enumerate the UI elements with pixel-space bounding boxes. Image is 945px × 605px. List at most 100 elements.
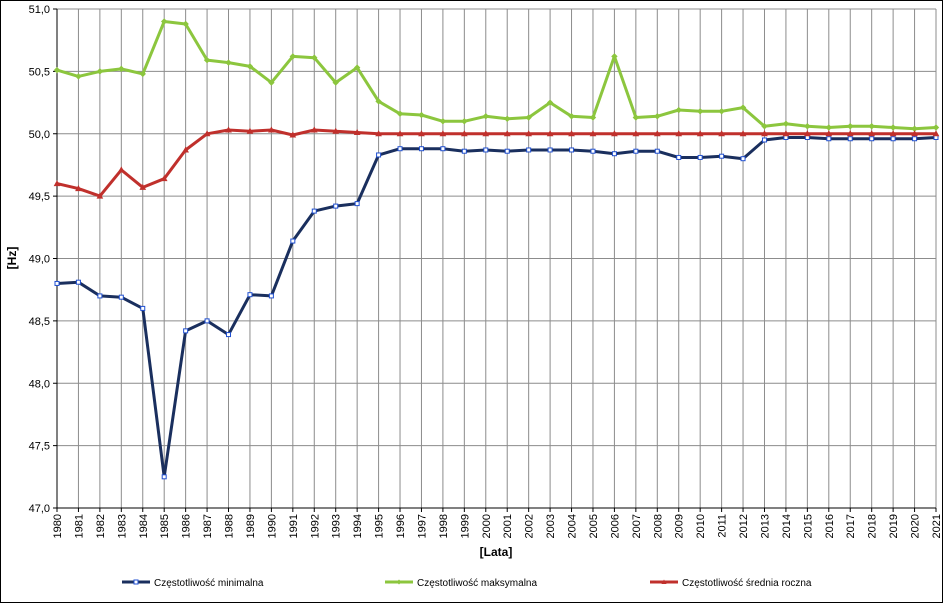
data-point [696, 108, 704, 115]
x-tick-label: 1981 [73, 514, 85, 538]
data-point [846, 130, 854, 137]
data-point [503, 130, 511, 137]
data-point [654, 148, 660, 154]
data-point [718, 130, 725, 137]
data-point [761, 137, 767, 143]
series-3 [53, 126, 940, 199]
legend-item-1: Częstotliwość minimalna [122, 578, 264, 589]
series-line [56, 128, 936, 198]
x-tick-label: 2003 [545, 514, 557, 538]
legend-label: Częstotliwość maksymalna [417, 578, 537, 589]
data-point [633, 148, 639, 154]
data-point [376, 152, 382, 158]
x-tick-label: 2020 [910, 514, 922, 538]
data-point [782, 130, 790, 137]
data-point [568, 130, 575, 137]
data-point [526, 147, 532, 153]
data-point [611, 53, 618, 60]
data-point [353, 64, 361, 71]
data-point [353, 128, 361, 136]
x-tick-label: 2013 [759, 514, 771, 538]
x-tick-label: 1986 [181, 514, 193, 538]
data-point [75, 73, 82, 80]
data-point [375, 130, 382, 137]
data-point [568, 113, 575, 120]
data-point [226, 332, 232, 338]
data-point [418, 111, 425, 119]
y-tick-label: 50,0 [29, 129, 50, 141]
data-point [868, 130, 876, 137]
data-point [632, 114, 640, 121]
x-tick-label: 1982 [95, 514, 107, 538]
legend-marker [396, 579, 402, 585]
x-tick-label: 1995 [374, 514, 386, 538]
data-point [225, 126, 232, 133]
data-point [932, 124, 940, 131]
x-tick-label: 1992 [309, 514, 321, 538]
series-lines [53, 18, 940, 480]
x-tick-label: 2008 [652, 514, 664, 538]
x-tick-label: 2011 [717, 514, 729, 538]
data-point [889, 130, 897, 137]
y-axis-title: [Hz] [5, 247, 19, 270]
data-point [182, 146, 189, 153]
data-point [332, 127, 340, 134]
x-tick-label: 1984 [138, 514, 150, 538]
x-tick-label: 1996 [395, 514, 407, 538]
x-tick-label: 1988 [224, 514, 236, 538]
data-point [289, 53, 297, 60]
data-point [161, 474, 167, 480]
data-point [632, 130, 640, 137]
series-1 [54, 134, 939, 480]
data-point [482, 113, 489, 120]
data-point [225, 59, 232, 66]
data-point [54, 280, 60, 286]
y-tick-label: 51,0 [29, 4, 50, 16]
data-point [418, 130, 425, 137]
data-point [611, 151, 617, 157]
x-tick-label: 2001 [502, 514, 514, 538]
data-point [739, 130, 747, 137]
data-point [246, 127, 254, 134]
data-point [569, 147, 575, 153]
data-point [396, 130, 404, 137]
data-point [139, 70, 146, 78]
data-point [183, 328, 189, 334]
grid-lines [56, 8, 937, 509]
x-tick-label: 2021 [931, 514, 943, 538]
data-point [440, 146, 446, 152]
data-point [160, 18, 168, 25]
data-point [504, 115, 511, 122]
data-point [675, 106, 682, 114]
data-point [439, 130, 447, 137]
data-point [311, 208, 317, 214]
data-point [761, 123, 768, 130]
x-tick-label: 2012 [738, 514, 750, 538]
data-point [118, 294, 124, 300]
data-point [719, 153, 725, 159]
data-point [869, 136, 875, 142]
data-point [589, 130, 597, 137]
data-point [932, 130, 940, 137]
x-tick-label: 1999 [459, 514, 471, 538]
y-tick-label: 49,5 [29, 191, 50, 203]
data-point [847, 123, 854, 130]
x-tick-label: 1985 [159, 514, 171, 538]
data-point [139, 183, 147, 190]
data-point [332, 79, 339, 86]
data-point [461, 148, 467, 154]
data-point [117, 166, 125, 173]
data-point [268, 126, 275, 133]
data-point [911, 130, 918, 137]
x-tick-label: 1997 [416, 514, 428, 538]
series-2 [53, 18, 940, 132]
x-tick-label: 2016 [824, 514, 836, 538]
data-point [247, 292, 253, 298]
data-point [525, 130, 533, 137]
data-point [483, 147, 489, 153]
data-point [53, 180, 61, 187]
legend-marker [661, 579, 667, 584]
data-point [375, 98, 382, 105]
series-line [56, 20, 937, 131]
